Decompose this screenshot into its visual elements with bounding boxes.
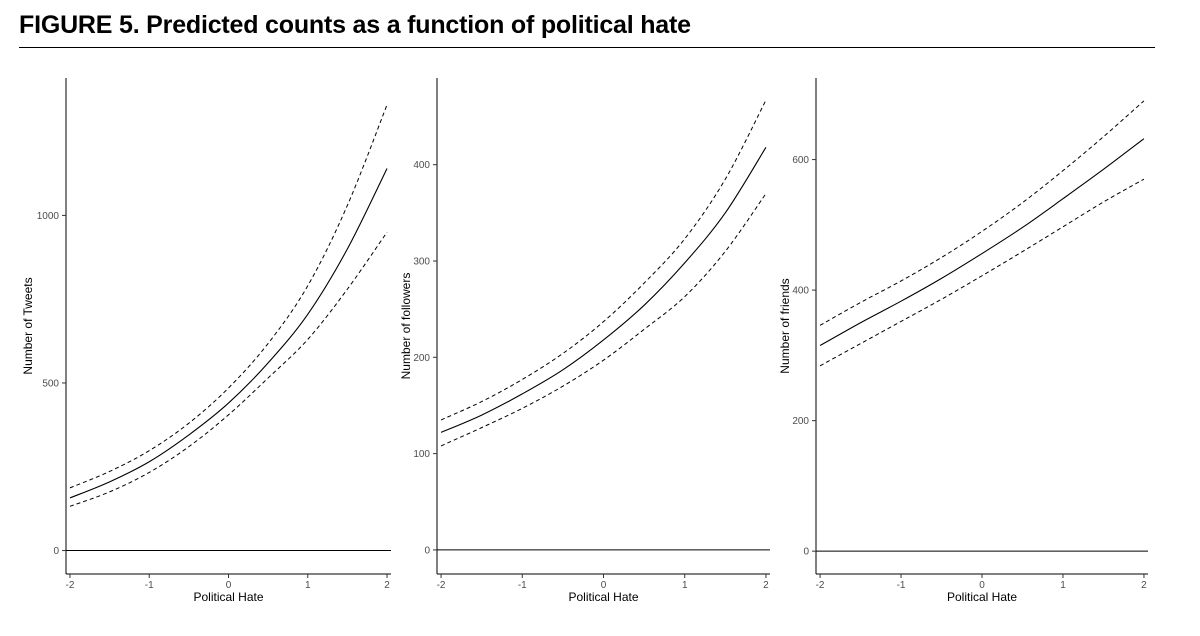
series-line-lower	[440, 193, 767, 447]
y-tick-label: 200	[792, 416, 809, 427]
y-tick-label: 400	[792, 286, 809, 297]
y-tick-label: 500	[42, 378, 59, 389]
x-tick-label: 1	[682, 580, 688, 591]
chart-panel-1: 0 500 1000 -2 -1 0 1 2 Political Hate Number of T…	[21, 78, 391, 604]
chart-panel-3: 0 200 400 600 -2 -1 0 1 2 Political Hate Number of…	[778, 78, 1148, 604]
x-tick-label: 1	[1060, 580, 1066, 591]
x-tick-label: 0	[979, 580, 985, 591]
x-tick-label: -1	[518, 580, 527, 591]
y-tick-label: 0	[424, 545, 430, 556]
y-tick-label: 100	[413, 449, 430, 460]
x-tick-label: 1	[305, 580, 311, 591]
figure-title: FIGURE 5. Predicted counts as a function…	[19, 11, 691, 39]
y-tick-label: 600	[792, 155, 809, 166]
series-line-lower	[69, 231, 388, 507]
series-line-upper	[819, 100, 1145, 326]
series-line-upper	[440, 99, 767, 421]
y-tick-label: 0	[53, 546, 59, 557]
x-tick-label: -2	[437, 580, 446, 591]
series-line-lower	[819, 178, 1145, 367]
x-axis-label: Political Hate	[568, 590, 638, 604]
x-tick-label: 0	[601, 580, 607, 591]
y-tick-label: 1000	[37, 211, 60, 222]
y-axis-label: Number of followers	[399, 273, 413, 380]
x-axis-label: Political Hate	[947, 590, 1017, 604]
series-line-upper	[69, 104, 388, 489]
x-tick-label: 2	[1141, 580, 1147, 591]
series-line-estimate	[69, 168, 388, 499]
title-rule	[19, 47, 1155, 48]
x-tick-label: 2	[763, 580, 769, 591]
x-tick-label: 2	[384, 580, 390, 591]
y-tick-label: 200	[413, 353, 430, 364]
chart-panel-2: 0 100 200 300 400 -2 -1 0 1 2 Political Hate Number…	[399, 78, 770, 604]
series-line-estimate	[440, 147, 767, 433]
y-tick-label: 400	[413, 160, 430, 171]
y-axis-label: Number of Tweets	[21, 277, 35, 374]
x-tick-label: 0	[226, 580, 232, 591]
x-tick-label: -2	[66, 580, 75, 591]
series-line-estimate	[819, 138, 1145, 347]
y-axis-label: Number of friends	[778, 278, 792, 373]
x-axis-label: Political Hate	[193, 590, 263, 604]
y-tick-label: 0	[803, 547, 809, 558]
y-tick-label: 300	[413, 256, 430, 267]
x-tick-label: -2	[816, 580, 825, 591]
x-tick-label: -1	[145, 580, 154, 591]
x-tick-label: -1	[897, 580, 906, 591]
